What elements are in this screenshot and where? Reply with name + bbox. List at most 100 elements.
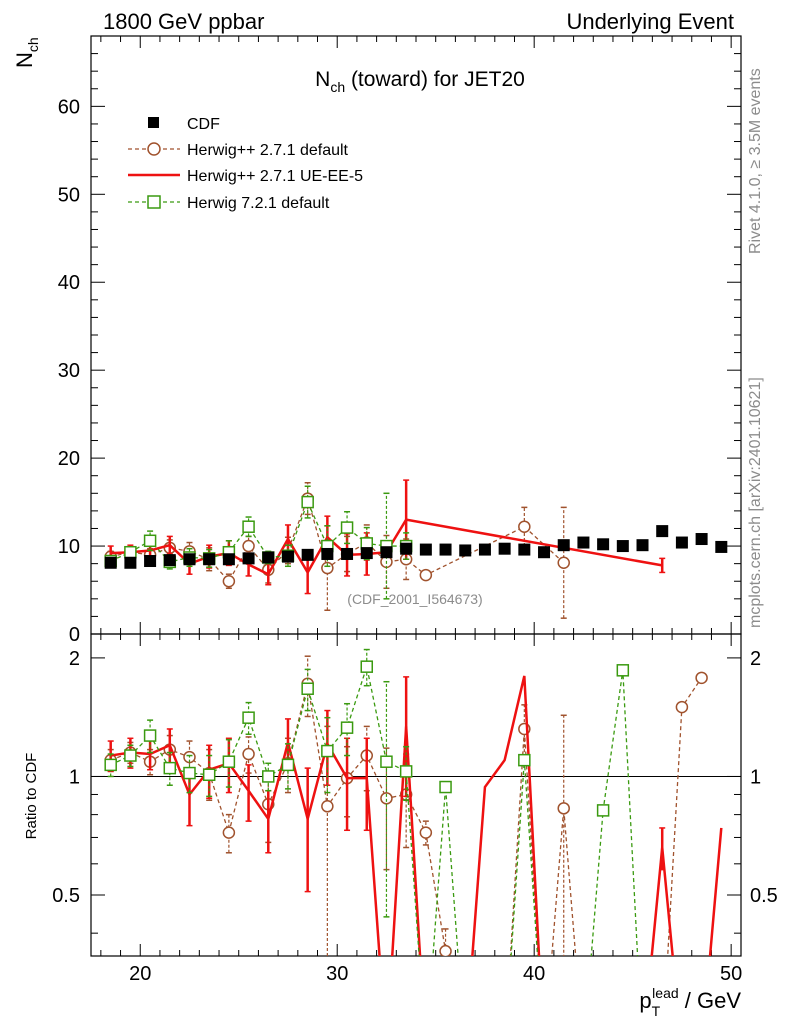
ratio-herwig-7-2-1-default-point bbox=[222, 755, 236, 768]
main-axes: 0 10 20 30 40 50 60 bbox=[58, 35, 741, 646]
main-cdf-point bbox=[281, 550, 294, 563]
ratio-herwig-7-2-1-default-point bbox=[399, 765, 413, 778]
main-cdf-point bbox=[144, 555, 157, 568]
main-cdf-point bbox=[419, 543, 432, 556]
ratio-herwig-2-7-1-default-errorbar bbox=[560, 714, 567, 956]
main-cdf-point bbox=[597, 538, 610, 551]
ratio-herwig-7-2-1-default-errorbar bbox=[265, 762, 272, 792]
ratio-herwig-7-2-1-default-point bbox=[124, 749, 137, 762]
ratio-herwig-2-7-1-ue-ee-5-errorbar bbox=[659, 827, 666, 871]
y-tick-label: 1 bbox=[69, 766, 80, 788]
ratio-herwig-2-7-1-default-point bbox=[695, 671, 708, 685]
main-cdf-point bbox=[695, 533, 708, 546]
main-cdf-point bbox=[301, 548, 314, 561]
main-herwig-2-7-1-default-line bbox=[110, 496, 565, 583]
main-herwig-7-2-1-default-errorbar bbox=[147, 530, 154, 552]
ratio-herwig-2-7-1-default-point bbox=[242, 747, 255, 761]
main-cdf-point bbox=[715, 540, 728, 553]
main-cdf-point bbox=[262, 551, 275, 564]
x-tick-label: 20 bbox=[129, 963, 151, 985]
ratio-herwig-2-7-1-default-point bbox=[557, 802, 570, 815]
ratio-herwig-7-2-1-default-errorbar bbox=[225, 738, 232, 788]
x-tick-label: 50 bbox=[720, 963, 742, 985]
ratio-herwig-2-7-1-ue-ee-5-errorbar bbox=[304, 767, 311, 893]
rivet-label: Rivet 4.1.0, ≥ 3.5M events bbox=[747, 68, 764, 254]
main-herwig-2-7-1-ue-ee-5-errorbar bbox=[659, 557, 666, 574]
main-cdf-point bbox=[538, 546, 551, 559]
legend-entry-herwigpp-default: Herwig++ 2.7.1 default bbox=[128, 142, 349, 159]
legend-label-herwigpp-ueee5: Herwig++ 2.7.1 UE-EE-5 bbox=[187, 168, 363, 185]
ratio-herwig-7-2-1-default-point bbox=[163, 761, 177, 775]
legend-entry-herwig7: Herwig 7.2.1 default bbox=[128, 195, 330, 212]
ratio-herwig-2-7-1-default-errorbar bbox=[225, 813, 232, 854]
ratio-herwig-2-7-1-ue-ee-5-errorbar bbox=[363, 737, 370, 832]
energy-label: 1800 GeV ppbar bbox=[103, 9, 264, 34]
main-cdf-point bbox=[380, 546, 393, 559]
main-herwig-2-7-1-ue-ee-5-errorbar bbox=[166, 535, 173, 555]
main-herwig-7-2-1-default-errorbar bbox=[245, 516, 252, 538]
process-label: Underlying Event bbox=[566, 9, 734, 34]
main-herwig-7-2-1-default-line bbox=[110, 500, 407, 563]
ratio-herwig-7-2-1-default-errorbar bbox=[186, 754, 193, 794]
main-herwig-7-2-1-default-errorbar bbox=[403, 532, 410, 560]
main-cdf-point bbox=[557, 539, 570, 552]
ratio-herwig-7-2-1-default-errorbar bbox=[363, 648, 370, 687]
ratio-herwig-7-2-1-default-point bbox=[202, 768, 216, 781]
ratio-y-axis-title: Ratio to CDF bbox=[23, 753, 40, 840]
ratio-herwig-2-7-1-default-point bbox=[675, 700, 689, 714]
ratio-herwig-7-2-1-default-point bbox=[281, 758, 295, 772]
ratio-herwig-7-2-1-default-point bbox=[439, 780, 452, 794]
y-tick-label: 30 bbox=[58, 360, 80, 382]
main-herwig-2-7-1-default-point bbox=[321, 561, 334, 575]
ratio-herwig-7-2-1-default-point bbox=[321, 744, 334, 758]
ratio-herwig-7-2-1-default-point bbox=[262, 770, 275, 783]
main-cdf-point bbox=[459, 544, 472, 557]
y-tick-label: 0 bbox=[69, 624, 80, 646]
main-cdf-point bbox=[518, 543, 531, 556]
ratio-herwig-2-7-1-default-point bbox=[419, 826, 433, 839]
main-cdf-point bbox=[577, 536, 590, 549]
legend-label-herwig7: Herwig 7.2.1 default bbox=[187, 195, 330, 212]
y-tick-label-right: 1 bbox=[750, 766, 761, 788]
ratio-herwig-7-2-1-default-point bbox=[242, 711, 255, 724]
main-cdf-point bbox=[183, 553, 196, 566]
x-axis-title: pTlead / GeV bbox=[639, 985, 741, 1019]
ratio-herwig-2-7-1-default-point bbox=[380, 792, 393, 805]
legend-entry-cdf: CDF bbox=[148, 116, 220, 133]
ratio-herwig-2-7-1-default-point bbox=[439, 944, 452, 956]
x-tick-label: 40 bbox=[523, 963, 545, 985]
main-y-axis-title: Nch bbox=[12, 37, 41, 68]
main-cdf-point bbox=[478, 543, 491, 556]
main-cdf-point bbox=[321, 547, 334, 560]
main-herwig-2-7-1-default-point bbox=[222, 574, 236, 588]
main-cdf-point bbox=[341, 547, 354, 560]
y-tick-label: 50 bbox=[58, 184, 80, 206]
x-tick-label: 30 bbox=[326, 963, 348, 985]
ratio-herwig-2-7-1-ue-ee-5-line bbox=[110, 675, 723, 956]
y-tick-label: 2 bbox=[69, 648, 80, 670]
main-herwig-2-7-1-default-point bbox=[242, 539, 255, 553]
main-herwig-2-7-1-default-point bbox=[419, 568, 433, 582]
ratio-herwig-7-2-1-default-point bbox=[360, 660, 374, 673]
main-cdf-point bbox=[400, 542, 413, 555]
main-herwig-7-2-1-default-point bbox=[340, 521, 354, 534]
y-tick-label-right: 0.5 bbox=[750, 885, 778, 907]
main-herwig-7-2-1-default-point bbox=[124, 545, 137, 559]
main-cdf-point bbox=[636, 539, 649, 552]
ratio-herwig-7-2-1-default-point bbox=[143, 729, 157, 742]
y-tick-label-right: 2 bbox=[750, 648, 761, 670]
y-tick-label: 0.5 bbox=[52, 885, 80, 907]
ratio-herwig-2-7-1-ue-ee-5-errorbar bbox=[245, 764, 252, 822]
main-cdf-point bbox=[222, 553, 235, 566]
main-title: Nch (toward) for JET20 bbox=[315, 68, 525, 95]
main-cdf-point bbox=[124, 556, 137, 569]
main-cdf-point bbox=[360, 547, 373, 560]
main-cdf-point bbox=[656, 525, 669, 538]
ratio-herwig-7-2-1-default-point bbox=[596, 804, 610, 817]
y-tick-label: 20 bbox=[58, 448, 80, 470]
main-cdf-point bbox=[439, 543, 452, 556]
mcplots-label: mcplots.cern.ch [arXiv:2401.10621] bbox=[747, 377, 764, 628]
main-herwig-7-2-1-default-point bbox=[301, 495, 314, 509]
main-herwig-2-7-1-default-point bbox=[557, 556, 570, 570]
ratio-herwig-2-7-1-default-point bbox=[321, 800, 334, 813]
